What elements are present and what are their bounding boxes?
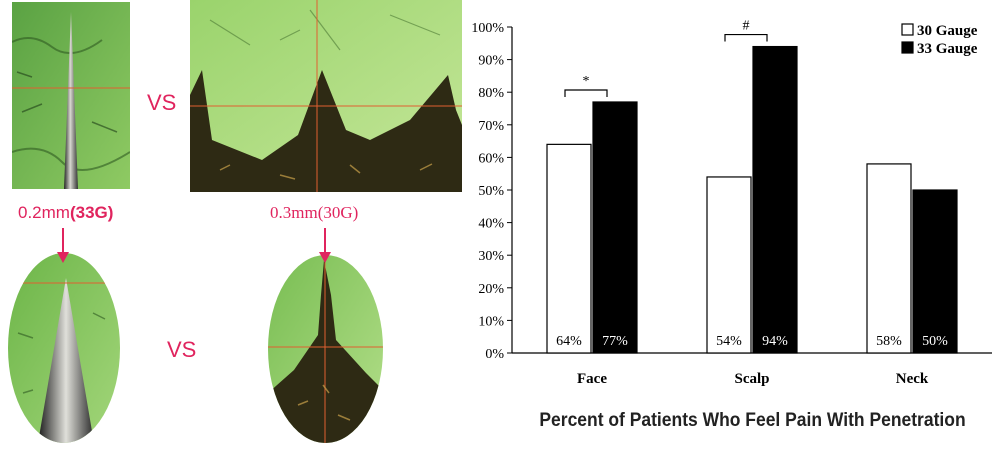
needle-33g-closeup-image — [12, 2, 130, 189]
significance-symbol: # — [743, 19, 750, 34]
y-tick-label: 50% — [478, 184, 504, 199]
needle-33g-gauge: (33G) — [69, 203, 114, 222]
bar-scalp-33-gauge — [752, 45, 798, 354]
x-category-label: Neck — [896, 371, 929, 387]
needle-33g-size-label: 0.2mm(33G) — [18, 203, 113, 223]
y-tick-label: 20% — [478, 282, 504, 297]
arrow-33g — [57, 228, 69, 263]
legend-label: 30 Gauge — [917, 23, 978, 39]
needle-33g-size-value: 0.2mm — [18, 203, 70, 222]
y-tick-label: 40% — [478, 217, 504, 232]
significance-bracket — [724, 33, 768, 42]
data-label: 94% — [762, 334, 788, 349]
y-tick-label: 60% — [478, 151, 504, 166]
needle-30g-closeup-image — [190, 0, 462, 192]
y-tick-label: 30% — [478, 249, 504, 264]
x-category-label: Face — [577, 371, 607, 387]
needle-33g-tip-image — [8, 253, 120, 443]
vs-label-bottom: VS — [167, 337, 197, 362]
y-tick-label: 90% — [478, 54, 504, 69]
bar-neck-30-gauge — [866, 163, 912, 354]
data-label: 50% — [922, 334, 948, 349]
data-label: 64% — [556, 334, 582, 349]
data-label: 77% — [602, 334, 628, 349]
bar-face-30-gauge — [546, 143, 592, 354]
pain-bar-chart: 0% 10% 20% 30% 40% 50% 60% 70% 80% 90% 100% 64% 77% F… — [471, 19, 992, 387]
chart-title: Percent of Patients Who Feel Pain With P… — [539, 410, 966, 431]
legend-swatch — [901, 41, 914, 54]
needle-30g-size-label: 0.3mm(30G) — [270, 203, 359, 222]
vs-label-top: VS — [147, 90, 177, 115]
significance-symbol: * — [583, 74, 590, 89]
y-tick-label: 70% — [478, 119, 504, 134]
y-tick-label: 10% — [478, 314, 504, 329]
y-tick-label: 0% — [485, 347, 504, 362]
data-label: 54% — [716, 334, 742, 349]
x-category-label: Scalp — [734, 371, 769, 387]
y-tick-label: 80% — [478, 86, 504, 101]
needle-30g-tip-image — [268, 255, 383, 443]
arrow-30g — [319, 228, 331, 263]
y-tick-label: 100% — [471, 21, 504, 36]
bar-face-33-gauge — [592, 101, 638, 354]
bar-neck-33-gauge — [912, 189, 958, 354]
bar-scalp-30-gauge — [706, 176, 752, 354]
significance-bracket — [564, 89, 608, 97]
legend-swatch — [901, 23, 914, 36]
data-label: 58% — [876, 334, 902, 349]
legend-label: 33 Gauge — [917, 41, 978, 57]
